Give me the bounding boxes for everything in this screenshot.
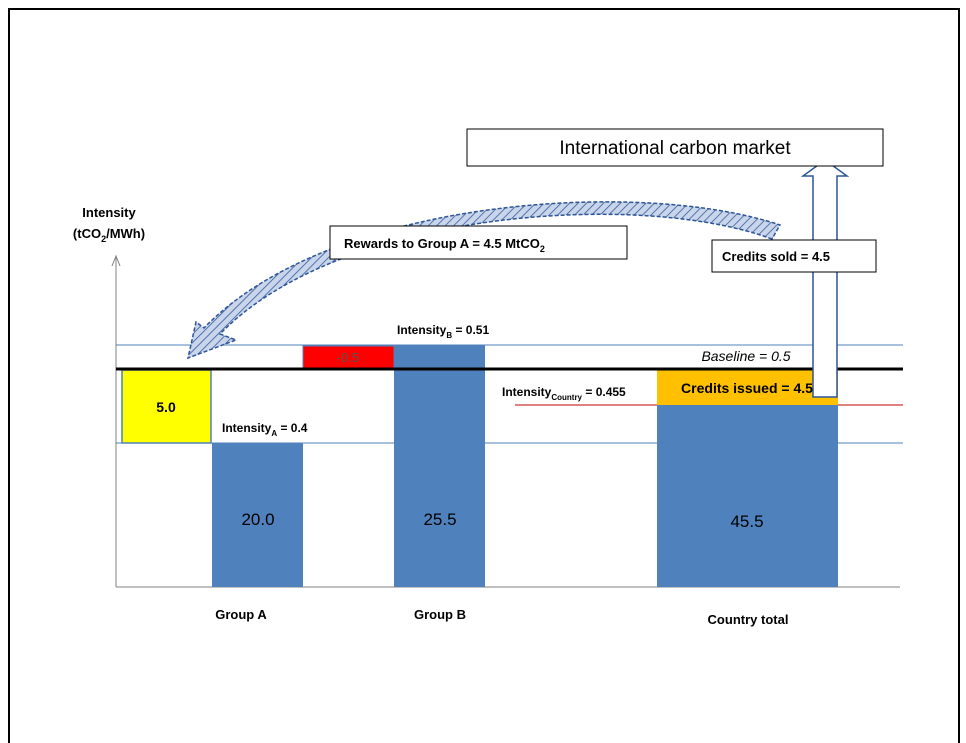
group-a-value: 20.0: [241, 510, 274, 529]
rewards-curved-arrow: [186, 201, 782, 360]
country-total-name: Country total: [708, 612, 789, 627]
axis-title-line1: Intensity: [82, 205, 136, 220]
baseline-label: Baseline = 0.5: [701, 348, 790, 364]
market-box: [466, 128, 884, 167]
group-b-deficit-label: -0.5: [337, 350, 359, 365]
credits-issued-label: Credits issued = 4.5: [681, 380, 813, 396]
credits-up-arrow: [800, 159, 850, 398]
credits-sold-box: [711, 239, 877, 273]
group-a-bar: [212, 443, 303, 587]
credits-sold-label: Credits sold = 4.5: [722, 249, 830, 264]
credits-issued-box: [657, 370, 838, 405]
group-a-name: Group A: [215, 607, 267, 622]
group-a-surplus-box: [121, 369, 212, 444]
intensity-country-label: IntensityCountry = 0.455: [502, 385, 626, 402]
group-a-surplus-label: 5.0: [156, 399, 176, 415]
group-b-bar: [394, 345, 485, 587]
axis-title-line2: (tCO2/MWh): [73, 226, 145, 244]
rewards-box: [329, 225, 628, 260]
intensity-b-label: IntensityB = 0.51: [397, 323, 489, 340]
rewards-label: Rewards to Group A = 4.5 MtCO2: [344, 236, 545, 254]
group-b-value: 25.5: [423, 510, 456, 529]
group-b-name: Group B: [414, 607, 466, 622]
y-axis-arrowhead: [111, 254, 121, 267]
country-total-value: 45.5: [730, 512, 763, 531]
market-label: International carbon market: [559, 138, 791, 159]
intensity-a-label: IntensityA = 0.4: [222, 421, 308, 438]
country-total-bar: [657, 405, 838, 587]
